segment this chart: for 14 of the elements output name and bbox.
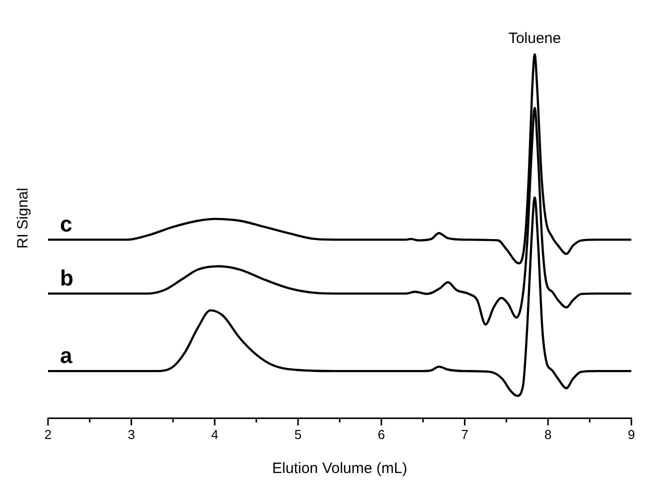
x-tick-label: 9 — [628, 426, 635, 442]
annotation: Toluene — [508, 30, 561, 48]
series-label: c — [60, 212, 72, 237]
x-tick-label: 8 — [544, 426, 552, 442]
x-axis-title: Elution Volume (mL) — [272, 460, 408, 478]
x-tick-label: 6 — [378, 426, 385, 442]
y-axis-title: RI Signal — [14, 188, 32, 249]
x-tick-label: 7 — [461, 426, 468, 442]
series-label: b — [60, 266, 74, 291]
x-tick-label: 4 — [211, 426, 218, 442]
x-tick-label: 2 — [44, 426, 52, 442]
x-tick-label: 5 — [294, 426, 302, 442]
x-tick-label: 3 — [128, 426, 135, 442]
series-label: a — [60, 343, 73, 368]
